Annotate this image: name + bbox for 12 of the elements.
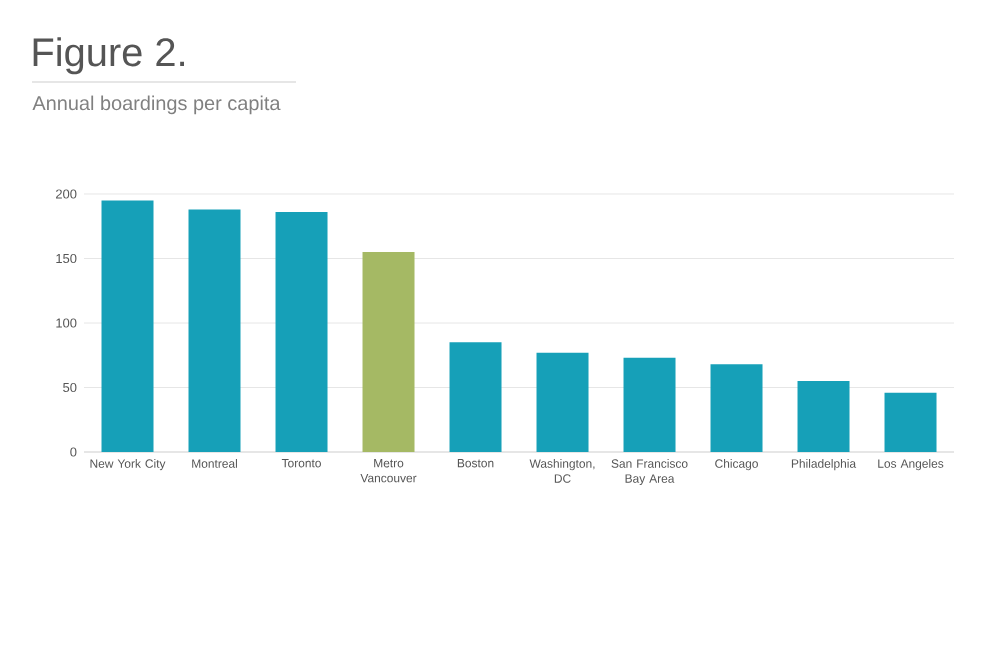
bar <box>536 352 589 452</box>
bar <box>884 392 937 452</box>
bar <box>623 357 676 452</box>
bar <box>797 381 850 452</box>
chart-subtitle: Annual boardings per capita <box>32 95 281 115</box>
bar <box>449 342 502 452</box>
bar <box>188 209 241 452</box>
bar <box>101 200 154 452</box>
bar <box>362 252 415 452</box>
bar <box>710 364 763 452</box>
bar <box>275 212 328 452</box>
chart-title: Figure 2. <box>33 37 184 75</box>
